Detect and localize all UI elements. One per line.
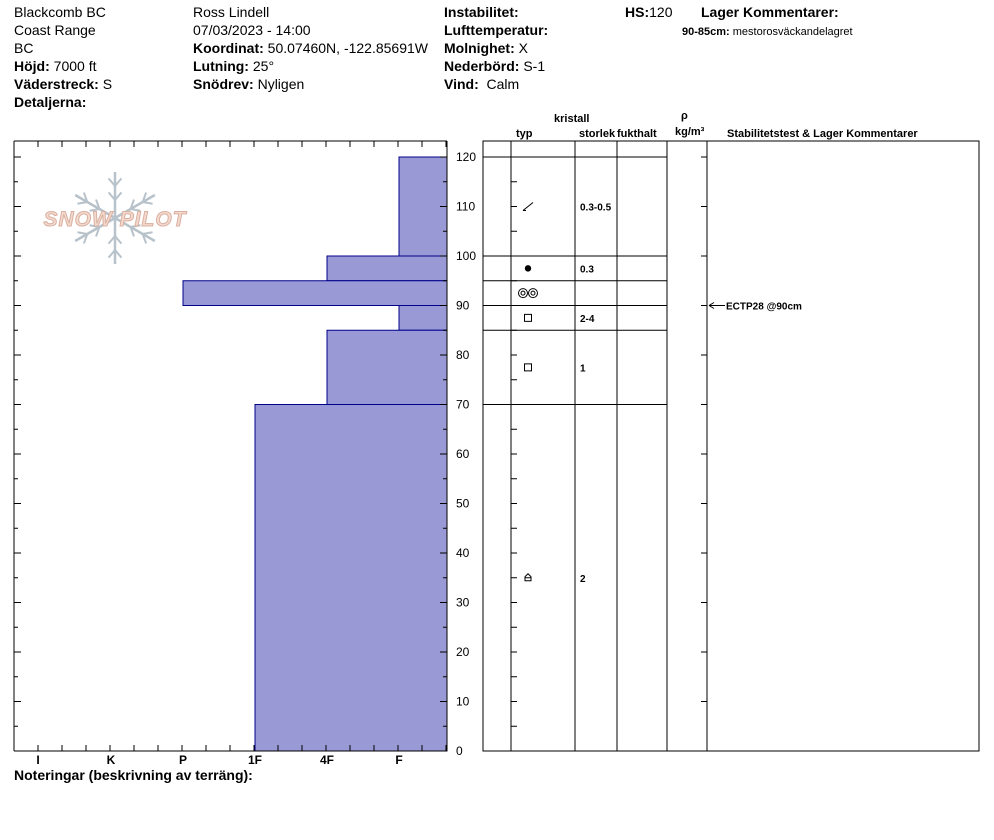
y-tick-label: 0 xyxy=(456,744,463,758)
hardness-tick-label: I xyxy=(36,753,39,767)
observer: Ross Lindell xyxy=(193,4,270,20)
y-tick-label: 110 xyxy=(456,200,475,214)
hardness-tick-label: 1F xyxy=(248,753,262,767)
stability-test-label: ECTP28 @90cm xyxy=(726,302,802,313)
rounded-crystal-icon xyxy=(524,265,532,272)
instability-label: Instabilitet: xyxy=(444,4,519,20)
crystal-size-label: 0.3-0.5 xyxy=(580,203,612,214)
y-tick-label: 40 xyxy=(456,546,470,560)
snowflake-branch xyxy=(142,231,153,235)
y-tick-label: 30 xyxy=(456,596,470,610)
precipitation: Nederbörd: S-1 xyxy=(444,58,546,74)
datetime: 07/03/2023 - 14:00 xyxy=(193,22,311,38)
melt-freeze-crystal-icon xyxy=(518,288,538,299)
faceted-crystal-icon xyxy=(524,363,532,372)
details-label: Detaljerna: xyxy=(14,94,87,110)
snowflake-branch xyxy=(141,192,148,203)
y-tick-label: 10 xyxy=(456,695,470,709)
snowflake-branch xyxy=(107,177,116,187)
snowflake-arm xyxy=(114,216,156,243)
type-header: typ xyxy=(516,128,533,140)
density-unit: kg/m³ xyxy=(675,126,705,138)
y-tick-label: 80 xyxy=(456,348,470,362)
snowflake-branch xyxy=(82,192,89,203)
snowflake-branch xyxy=(107,191,116,201)
snowflake-branch xyxy=(114,191,123,201)
elevation: Höjd: 7000 ft xyxy=(14,58,97,74)
snowflake-branch xyxy=(89,208,100,212)
location: Blackcomb BC xyxy=(14,4,106,20)
snowflake-branch xyxy=(107,235,116,245)
faceted-crystal-icon xyxy=(524,313,532,322)
layer-comments-label: Lager Kommentarer: xyxy=(701,4,839,20)
snowflake-branch xyxy=(77,231,88,235)
decomposing-crystal-icon xyxy=(522,202,534,211)
y-tick-label: 50 xyxy=(456,497,470,511)
coordinates: Koordinat: 50.07460N, -122.85691W xyxy=(193,40,428,56)
snowflake-branch xyxy=(130,208,141,212)
crystal-header: kristall xyxy=(554,113,590,125)
hardness-tick-label: K xyxy=(107,753,116,767)
hardness-tick-label: F xyxy=(395,753,402,767)
snowflake-branch xyxy=(114,235,123,245)
hardness-bar xyxy=(398,305,448,331)
air-temp-label: Lufttemperatur: xyxy=(444,22,549,38)
snowflake-branch xyxy=(142,201,153,205)
snowflake-branch xyxy=(89,224,100,228)
layer-table-border xyxy=(482,140,980,752)
region: BC xyxy=(14,40,34,56)
aspect: Väderstreck: S xyxy=(14,76,113,92)
crystal-size-label: 1 xyxy=(580,363,586,374)
mountain-range: Coast Range xyxy=(14,22,96,38)
snowflake-branch xyxy=(107,249,116,259)
hardness-bar xyxy=(182,280,448,306)
snowflake-branch xyxy=(114,249,123,259)
hardness-bar xyxy=(254,404,448,752)
snow-height: HS:120 xyxy=(625,4,673,20)
notes-label: Noteringar (beskrivning av terräng): xyxy=(14,767,253,783)
hardness-bar xyxy=(326,329,448,405)
snowflake-branch xyxy=(129,226,135,237)
slope: Lutning: 25° xyxy=(193,58,275,74)
snowflake-branch xyxy=(129,199,135,210)
cloud-cover: Molnighet: X xyxy=(444,40,528,56)
snowflake-branch xyxy=(95,199,101,210)
layer-comment: 90-85cm: mestorosväckandelagret xyxy=(682,26,853,38)
snowflake-arm xyxy=(74,193,116,220)
hardness-tick-label: P xyxy=(179,753,187,767)
size-header: storlek xyxy=(579,128,616,140)
y-tick-label: 90 xyxy=(456,299,470,313)
y-tick-label: 60 xyxy=(456,447,470,461)
crystal-size-label: 0.3 xyxy=(580,264,594,275)
moisture-header: fukthalt xyxy=(617,128,657,140)
snowflake-arm xyxy=(74,216,116,243)
y-tick-label: 100 xyxy=(456,249,476,263)
hardness-bar xyxy=(326,255,448,282)
hardness-tick-label: 4F xyxy=(320,753,334,767)
density-symbol: ρ xyxy=(681,110,688,122)
depth-hoar-crystal-icon xyxy=(524,573,532,582)
snowflake-branch xyxy=(141,233,148,244)
crystal-size-label: 2 xyxy=(580,574,586,585)
logo-text: SNOW PILOT xyxy=(44,208,188,231)
snowpilot-logo: SNOW PILOT xyxy=(43,172,188,264)
snowflake-branch xyxy=(82,233,89,244)
snowflake-branch xyxy=(114,177,123,187)
snowflake-arm xyxy=(114,193,156,220)
snowflake-branch xyxy=(95,226,101,237)
crystal-size-label: 2-4 xyxy=(580,314,595,325)
test-arrowhead xyxy=(708,302,715,309)
snowflake-branch xyxy=(130,224,141,228)
y-tick-label: 120 xyxy=(456,150,476,164)
wind: Vind: Calm xyxy=(444,76,520,92)
snowflake-branch xyxy=(77,201,88,205)
y-tick-label: 20 xyxy=(456,645,470,659)
wind-drift: Snödrev: Nyligen xyxy=(193,76,305,92)
stability-header: Stabilitetstest & Lager Kommentarer xyxy=(727,128,918,140)
y-tick-label: 70 xyxy=(456,398,470,412)
